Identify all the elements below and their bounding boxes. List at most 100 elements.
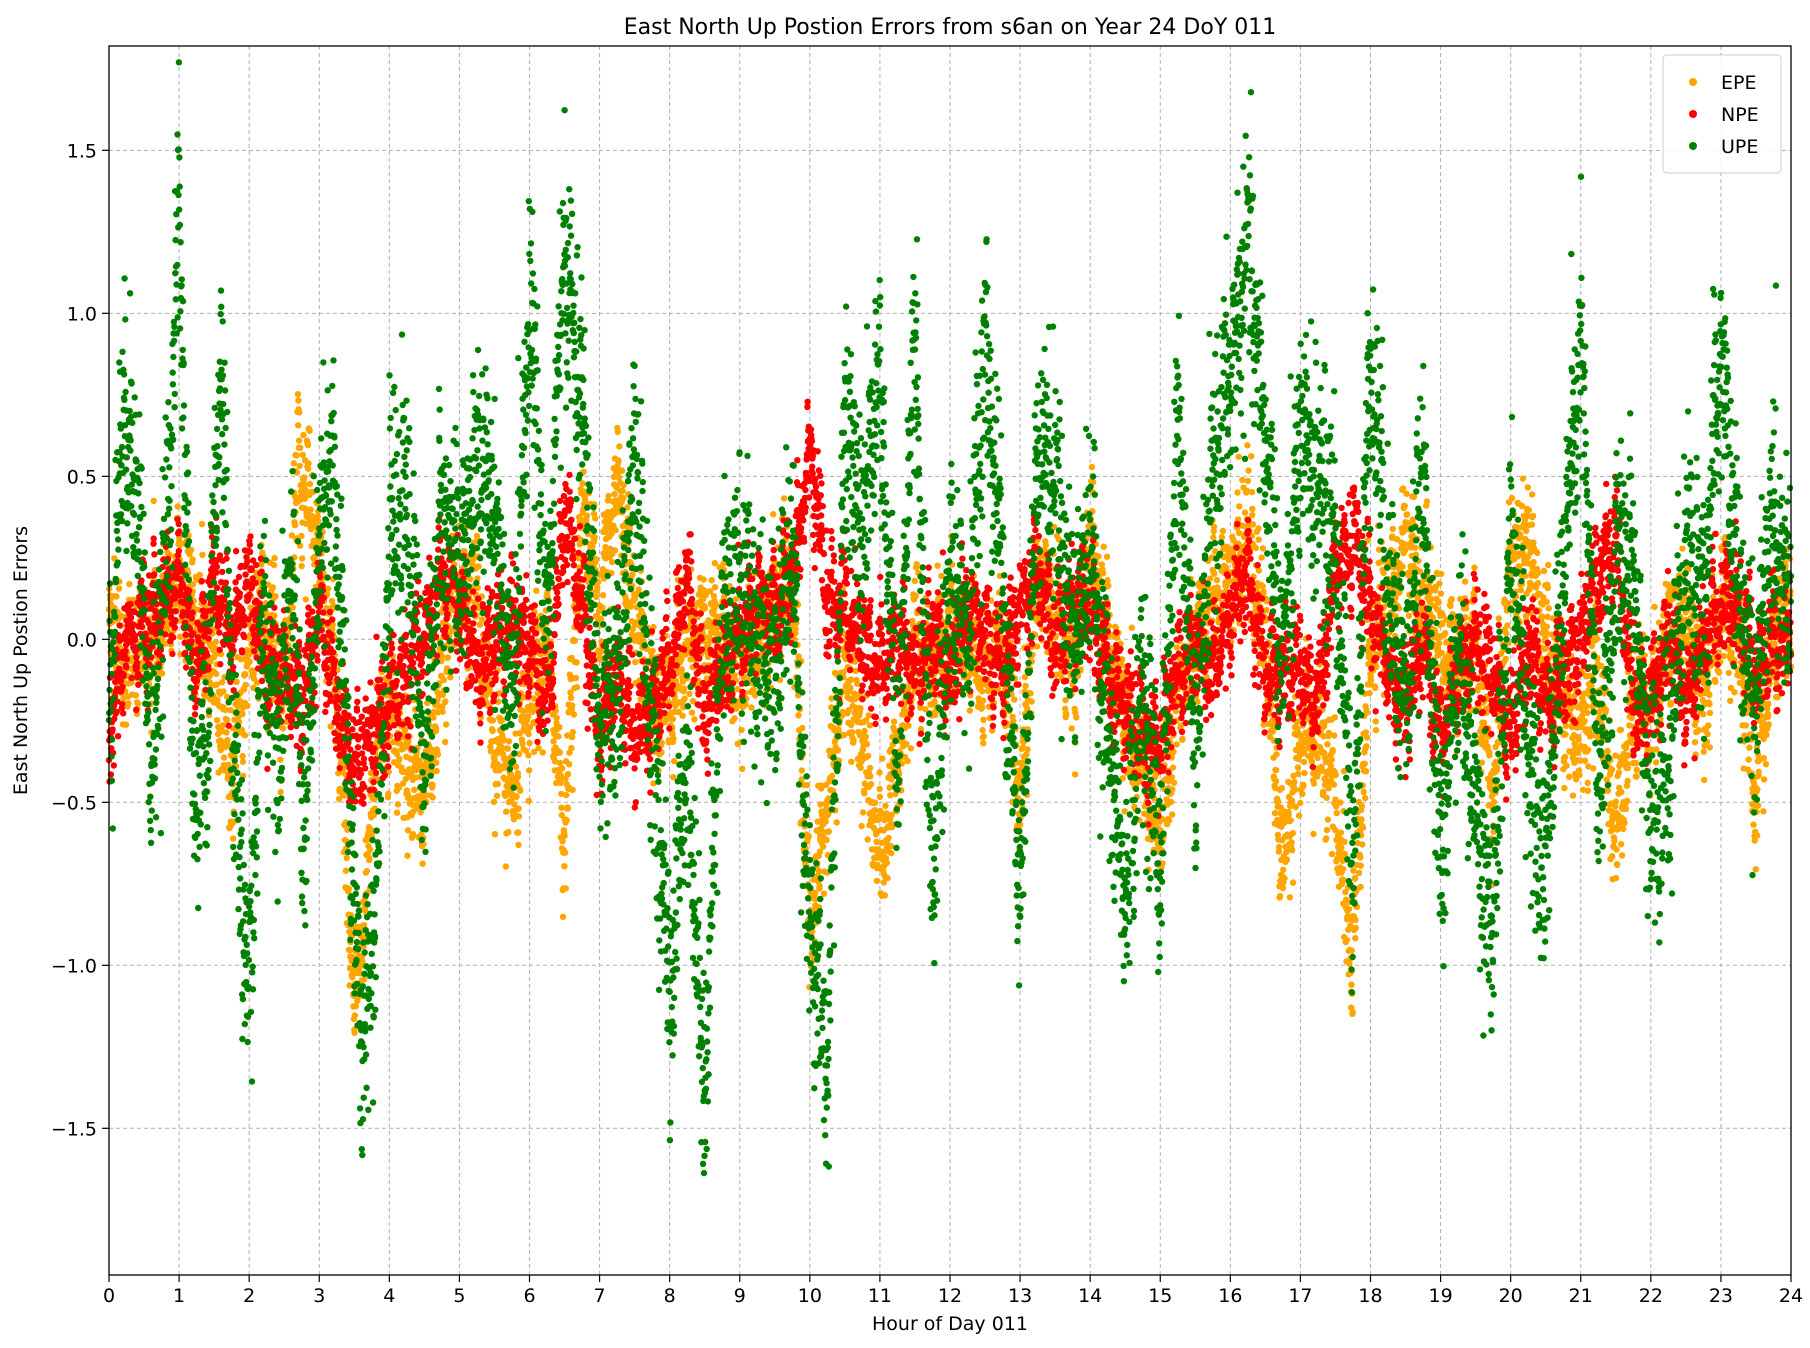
data-point (277, 788, 284, 796)
data-point (489, 717, 497, 724)
data-point (876, 785, 883, 793)
data-point (798, 767, 805, 774)
data-point (979, 704, 986, 711)
data-point (220, 688, 227, 695)
data-point (1289, 879, 1297, 886)
data-point (239, 758, 247, 765)
data-point (1275, 843, 1283, 851)
data-point (559, 913, 567, 920)
data-point (550, 738, 557, 745)
data-point (568, 744, 575, 752)
data-point (862, 733, 869, 740)
data-point (876, 793, 884, 800)
data-point (876, 769, 883, 776)
data-point (857, 764, 864, 771)
data-point (1100, 543, 1107, 550)
data-point (345, 885, 352, 892)
data-point (223, 716, 231, 724)
data-point (239, 752, 246, 760)
data-point (505, 738, 513, 745)
data-point (1169, 811, 1176, 818)
data-point (346, 947, 353, 954)
data-point (592, 515, 599, 522)
data-point (1259, 583, 1267, 590)
data-point (128, 679, 135, 686)
data-point (269, 584, 277, 591)
data-point (614, 428, 621, 435)
data-point (490, 798, 498, 806)
data-point (611, 490, 618, 498)
data-point (246, 658, 253, 665)
data-point (873, 877, 880, 885)
data-point (912, 592, 919, 600)
data-point (277, 756, 284, 763)
data-point (1103, 553, 1111, 560)
data-point (680, 685, 688, 692)
data-point (883, 859, 891, 867)
data-point (583, 512, 591, 519)
data-point (1068, 725, 1075, 732)
data-point (1022, 682, 1029, 690)
data-point (670, 735, 677, 742)
data-point (561, 832, 568, 839)
data-point (519, 740, 526, 747)
data-point (1024, 746, 1031, 753)
data-point (1263, 606, 1270, 614)
data-point (866, 722, 874, 729)
data-point (569, 728, 576, 736)
data-point (881, 892, 888, 899)
data-point (556, 759, 564, 767)
data-point (300, 474, 308, 481)
data-point (857, 705, 864, 712)
data-point (1063, 711, 1070, 719)
data-point (708, 577, 715, 584)
data-point (591, 534, 598, 541)
data-point (816, 882, 823, 890)
data-point (122, 721, 130, 728)
data-point (594, 584, 601, 592)
data-point (888, 850, 895, 857)
data-point (978, 688, 986, 695)
data-point (440, 676, 448, 684)
data-point (213, 717, 221, 724)
data-point (907, 745, 915, 752)
data-point (300, 431, 307, 439)
data-point (219, 679, 226, 686)
data-point (1213, 576, 1221, 584)
data-point (553, 714, 560, 721)
data-point (669, 716, 676, 723)
data-point (1275, 798, 1282, 805)
data-point (505, 828, 512, 836)
data-point (1088, 463, 1096, 471)
data-point (563, 791, 570, 799)
data-point (632, 658, 639, 666)
data-point (688, 709, 696, 716)
data-point (564, 771, 572, 778)
data-point (504, 745, 512, 752)
data-point (433, 767, 440, 775)
data-point (188, 546, 195, 554)
data-point (1273, 751, 1280, 758)
data-point (887, 843, 895, 850)
data-point (444, 654, 452, 661)
data-point (294, 391, 302, 398)
data-point (279, 725, 287, 732)
data-point (513, 793, 520, 800)
data-point (598, 648, 605, 655)
data-point (305, 460, 312, 467)
data-point (911, 577, 918, 584)
data-point (979, 697, 987, 704)
data-point (443, 721, 450, 728)
data-point (847, 721, 855, 729)
data-point (224, 736, 231, 744)
data-point (566, 761, 573, 768)
data-point (605, 492, 612, 500)
data-point (1280, 866, 1287, 873)
data-point (803, 781, 811, 789)
data-point (1169, 764, 1177, 771)
data-point (351, 1012, 358, 1019)
data-point (1294, 764, 1302, 771)
data-point (475, 563, 482, 570)
data-point (442, 698, 449, 705)
